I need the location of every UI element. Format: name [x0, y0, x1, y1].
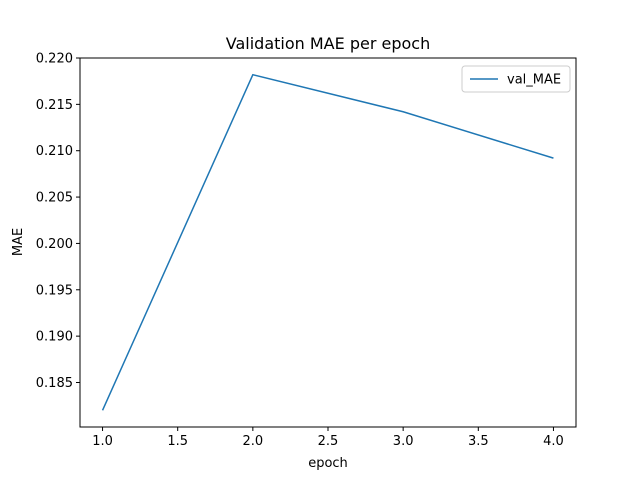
y-axis: 0.185 0.190 0.195 0.200 0.205 0.210 0.215 0.220 — [36, 52, 80, 391]
y-tick-label: 0.185 — [36, 376, 73, 391]
x-tick-label: 3.5 — [468, 434, 489, 449]
y-tick-label: 0.205 — [36, 191, 73, 206]
x-tick-label: 1.0 — [92, 434, 113, 449]
x-tick-label: 2.0 — [243, 434, 264, 449]
y-tick-label: 0.210 — [36, 144, 73, 159]
x-tick-label: 4.0 — [543, 434, 564, 449]
legend-box — [461, 65, 571, 93]
y-tick-label: 0.200 — [36, 237, 73, 252]
x-tick-label: 3.0 — [393, 434, 414, 449]
legend-label: val_MAE — [507, 73, 561, 88]
chart-title: Validation MAE per epoch — [226, 34, 430, 53]
y-axis-label: MAE — [11, 228, 26, 256]
y-tick-label: 0.190 — [36, 330, 73, 345]
plot-frame — [79, 57, 577, 428]
legend: val_MAE — [461, 65, 571, 93]
y-tick-label: 0.195 — [36, 283, 73, 298]
y-tick-label: 0.220 — [36, 52, 73, 67]
x-axis-label: epoch — [308, 456, 348, 471]
x-tick-label: 2.5 — [318, 434, 339, 449]
y-tick-label: 0.215 — [36, 98, 73, 113]
series-line-val_MAE — [101, 73, 554, 411]
x-axis: 1.0 1.5 2.0 2.5 3.0 3.5 4.0 — [92, 427, 564, 449]
x-tick-label: 1.5 — [167, 434, 188, 449]
